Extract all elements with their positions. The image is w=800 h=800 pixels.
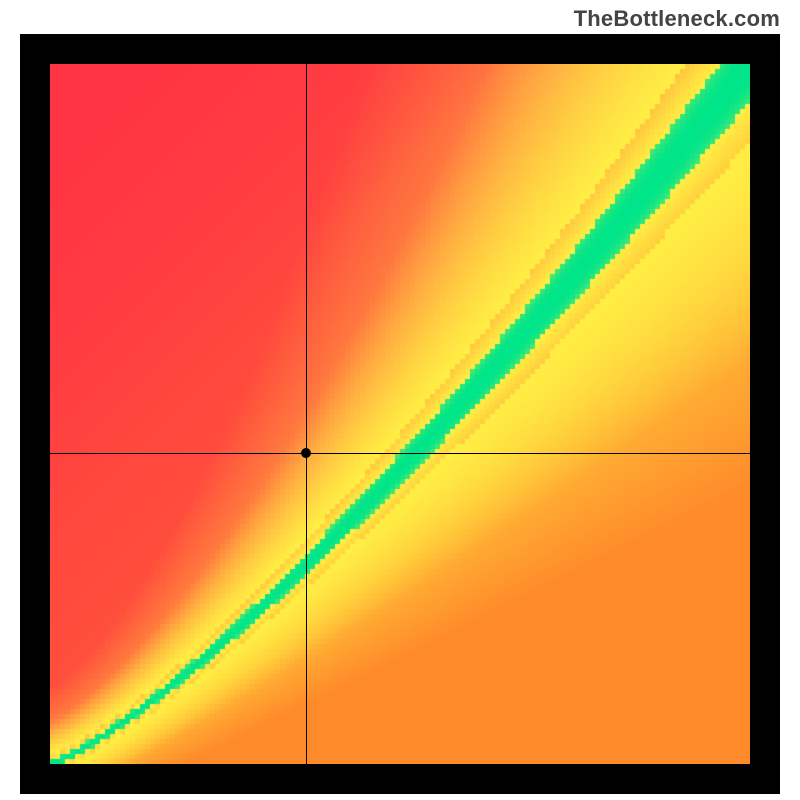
chart-container: TheBottleneck.com: [0, 0, 800, 800]
chart-outer-border: [20, 34, 780, 794]
crosshair-vertical: [306, 64, 307, 764]
crosshair-horizontal: [50, 453, 750, 454]
heatmap-plot: [50, 64, 750, 764]
watermark-text: TheBottleneck.com: [574, 6, 780, 32]
heatmap-canvas: [50, 64, 750, 764]
crosshair-marker: [301, 448, 311, 458]
